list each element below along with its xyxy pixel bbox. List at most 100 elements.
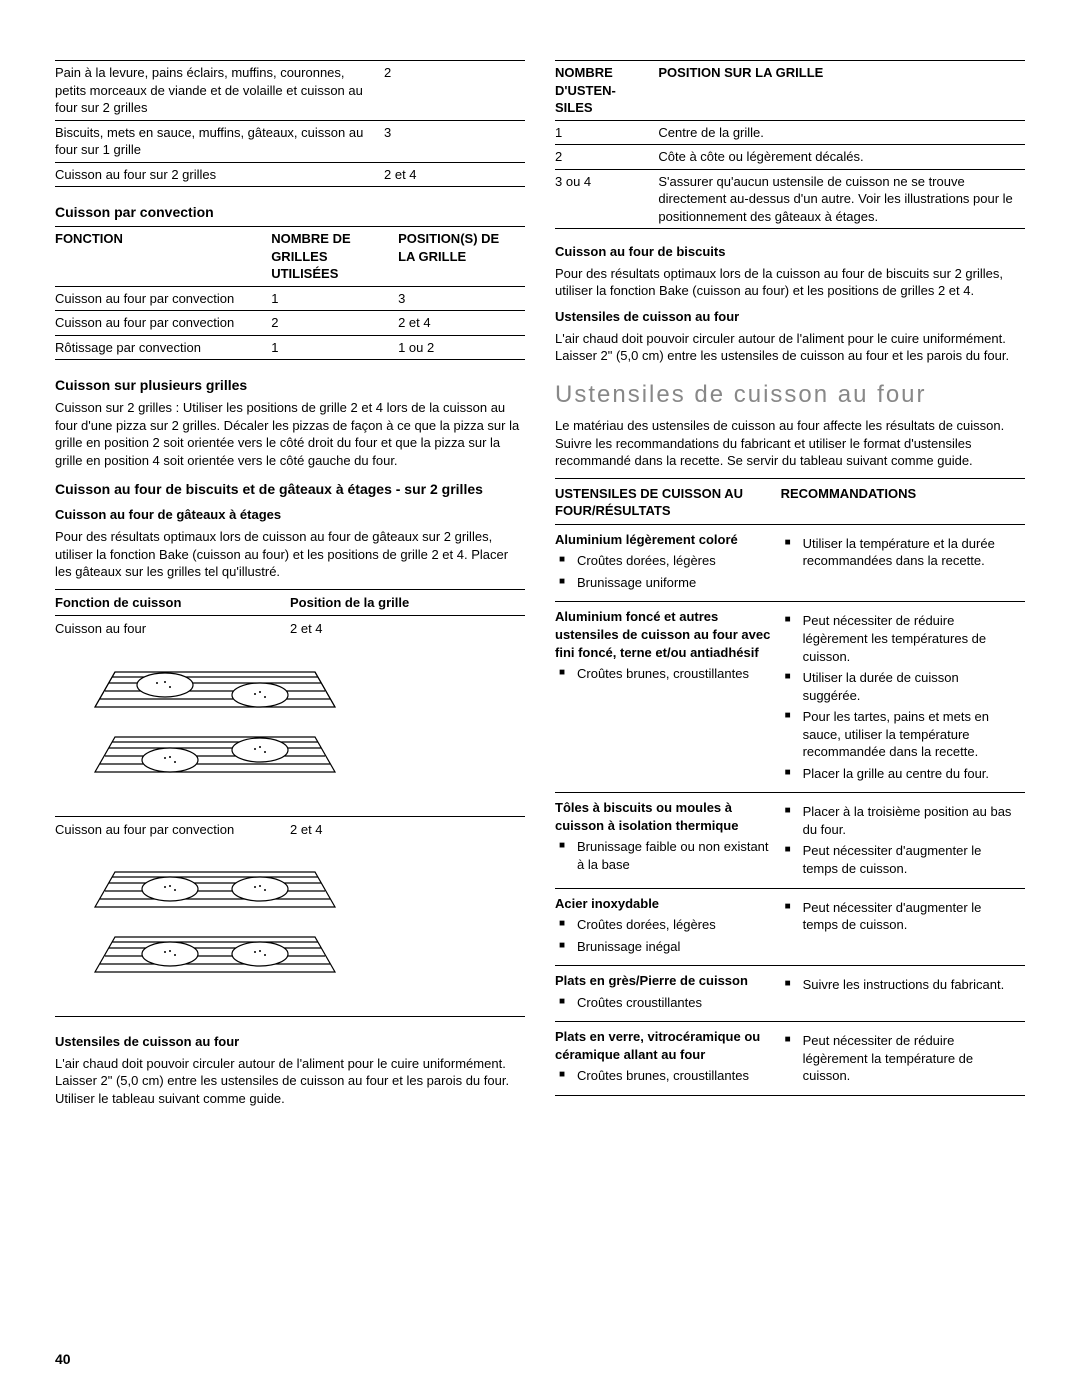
cell: 2 et 4: [290, 616, 525, 642]
cell: Cuisson au four par convection: [55, 286, 271, 311]
cell: Rôtissage par convection: [55, 335, 271, 360]
bakeware-cell-recs: Placer à la troisième position au bas du…: [781, 793, 1025, 888]
para-cookies: Pour des résultats optimaux lors de la c…: [555, 265, 1025, 300]
cell: 1: [555, 120, 658, 145]
bakeware-cell-results: Plats en verre, vitrocéramique ou cérami…: [555, 1022, 781, 1096]
para-bakeware-right: L'air chaud doit pouvoir circuler autour…: [555, 330, 1025, 365]
list-item: Croûtes brunes, croustillantes: [555, 665, 775, 683]
th: NOMBRE D'USTEN-SILES: [555, 61, 658, 121]
cell: Cuisson au four sur 2 grilles: [55, 162, 384, 187]
list-item: Utiliser la température et la durée reco…: [781, 535, 1019, 570]
bakeware-cell-recs: Peut nécessiter de réduire légèrement la…: [781, 1022, 1025, 1096]
bakeware-cell-recs: Peut nécessiter de réduire légèrement le…: [781, 602, 1025, 793]
results-list: Brunissage faible ou non existant à la b…: [555, 838, 775, 873]
list-item: Croûtes dorées, légères: [555, 916, 775, 934]
th: NOMBRE DE GRILLES UTILISÉES: [271, 227, 398, 287]
cell: Biscuits, mets en sauce, muffins, gâteau…: [55, 120, 384, 162]
recs-list: Peut nécessiter de réduire légèrement le…: [781, 612, 1019, 782]
bakeware-name: Acier inoxydable: [555, 895, 775, 913]
list-item: Peut nécessiter d'augmenter le temps de …: [781, 899, 1019, 934]
table-basic-rack: Pain à la levure, pains éclairs, muffins…: [55, 60, 525, 193]
cell: 1: [271, 335, 398, 360]
recs-list: Placer à la troisième position au bas du…: [781, 803, 1019, 877]
list-item: Brunissage uniforme: [555, 574, 775, 592]
cell: Cuisson au four par convection: [55, 816, 290, 842]
cell: 3: [384, 120, 525, 162]
table-convection: FONCTION NOMBRE DE GRILLES UTILISÉES POS…: [55, 226, 525, 366]
bakeware-cell-results: Aluminium légèrement coloré Croûtes dorée…: [555, 524, 781, 602]
cell: Pain à la levure, pains éclairs, muffins…: [55, 61, 384, 121]
para-multi-rack: Cuisson sur 2 grilles : Utiliser les pos…: [55, 399, 525, 469]
results-list: Croûtes brunes, croustillantes: [555, 665, 775, 683]
bakeware-name: Plats en grès/Pierre de cuisson: [555, 972, 775, 990]
table-cake-positions: Fonction de cuisson Position de la grill…: [55, 589, 525, 1026]
results-list: Croûtes dorées, légères Brunissage inégal: [555, 916, 775, 955]
right-column: NOMBRE D'USTEN-SILES POSITION SUR LA GRI…: [555, 60, 1025, 1115]
rack-diagram-convection: [85, 852, 345, 1002]
bakeware-cell-results: Plats en grès/Pierre de cuisson Croûtes c…: [555, 966, 781, 1022]
recs-list: Suivre les instructions du fabricant.: [781, 976, 1019, 994]
results-list: Croûtes dorées, légères Brunissage unifor…: [555, 552, 775, 591]
para-layer-cakes: Pour des résultats optimaux lors de cuis…: [55, 528, 525, 581]
cell: 2 et 4: [398, 311, 525, 336]
list-item: Brunissage inégal: [555, 938, 775, 956]
cell: 3 ou 4: [555, 169, 658, 229]
subheading-cookies: Cuisson au four de biscuits: [555, 243, 1025, 261]
cell: Cuisson au four par convection: [55, 311, 271, 336]
th: FONCTION: [55, 227, 271, 287]
list-item: Placer la grille au centre du four.: [781, 765, 1019, 783]
columns: Pain à la levure, pains éclairs, muffins…: [55, 60, 1025, 1115]
cell: 2: [271, 311, 398, 336]
th: POSITION SUR LA GRILLE: [658, 61, 1025, 121]
cell: S'assurer qu'aucun ustensile de cuisson …: [658, 169, 1025, 229]
recs-list: Peut nécessiter d'augmenter le temps de …: [781, 899, 1019, 934]
bakeware-cell-results: Acier inoxydable Croûtes dorées, légères B…: [555, 888, 781, 966]
cell: 2 et 4: [290, 816, 525, 842]
list-item: Suivre les instructions du fabricant.: [781, 976, 1019, 994]
cell: 3: [398, 286, 525, 311]
bakeware-name: Aluminium foncé et autres ustensiles de …: [555, 608, 775, 661]
list-item: Croûtes croustillantes: [555, 994, 775, 1012]
list-item: Brunissage faible ou non existant à la b…: [555, 838, 775, 873]
th: USTENSILES DE CUISSON AU FOUR/RÉSULTATS: [555, 478, 781, 524]
cell: 1 ou 2: [398, 335, 525, 360]
bakeware-name: Plats en verre, vitrocéramique ou cérami…: [555, 1028, 775, 1063]
cell: Côte à côte ou légèrement décalés.: [658, 145, 1025, 170]
table-utensil-count: NOMBRE D'USTEN-SILES POSITION SUR LA GRI…: [555, 60, 1025, 235]
bakeware-name: Aluminium légèrement coloré: [555, 531, 775, 549]
list-item: Peut nécessiter d'augmenter le temps de …: [781, 842, 1019, 877]
left-column: Pain à la levure, pains éclairs, muffins…: [55, 60, 525, 1115]
results-list: Croûtes brunes, croustillantes: [555, 1067, 775, 1085]
recs-list: Peut nécessiter de réduire légèrement la…: [781, 1032, 1019, 1085]
bakeware-name: Tôles à biscuits ou moules à cuisson à i…: [555, 799, 775, 834]
cell: 2 et 4: [384, 162, 525, 187]
heading-biscuits-cakes: Cuisson au four de biscuits et de gâteau…: [55, 480, 525, 499]
bakeware-cell-results: Aluminium foncé et autres ustensiles de …: [555, 602, 781, 793]
cell: Centre de la grille.: [658, 120, 1025, 145]
cell: Cuisson au four: [55, 616, 290, 642]
th: POSITION(S) DE LA GRILLE: [398, 227, 525, 287]
list-item: Peut nécessiter de réduire légèrement la…: [781, 1032, 1019, 1085]
cell: 2: [384, 61, 525, 121]
page-number: 40: [55, 1350, 71, 1369]
heading-convection: Cuisson par convection: [55, 203, 525, 222]
para-bakeware-intro: Le matériau des ustensiles de cuisson au…: [555, 417, 1025, 470]
cell: 1: [271, 286, 398, 311]
rack-diagram-bake: [85, 652, 345, 802]
section-title-bakeware: Ustensiles de cuisson au four: [555, 379, 1025, 411]
subheading-bakeware-left: Ustensiles de cuisson au four: [55, 1033, 525, 1051]
subheading-bakeware-right: Ustensiles de cuisson au four: [555, 308, 1025, 326]
th: Position de la grille: [290, 589, 525, 616]
table-bakeware: USTENSILES DE CUISSON AU FOUR/RÉSULTATS …: [555, 478, 1025, 1096]
cell: 2: [555, 145, 658, 170]
list-item: Utiliser la durée de cuisson suggérée.: [781, 669, 1019, 704]
list-item: Placer à la troisième position au bas du…: [781, 803, 1019, 838]
list-item: Pour les tartes, pains et mets en sauce,…: [781, 708, 1019, 761]
heading-multi-rack: Cuisson sur plusieurs grilles: [55, 376, 525, 395]
th: Fonction de cuisson: [55, 589, 290, 616]
list-item: Croûtes dorées, légères: [555, 552, 775, 570]
bakeware-cell-recs: Suivre les instructions du fabricant.: [781, 966, 1025, 1022]
th: RECOMMANDATIONS: [781, 478, 1025, 524]
results-list: Croûtes croustillantes: [555, 994, 775, 1012]
list-item: Croûtes brunes, croustillantes: [555, 1067, 775, 1085]
